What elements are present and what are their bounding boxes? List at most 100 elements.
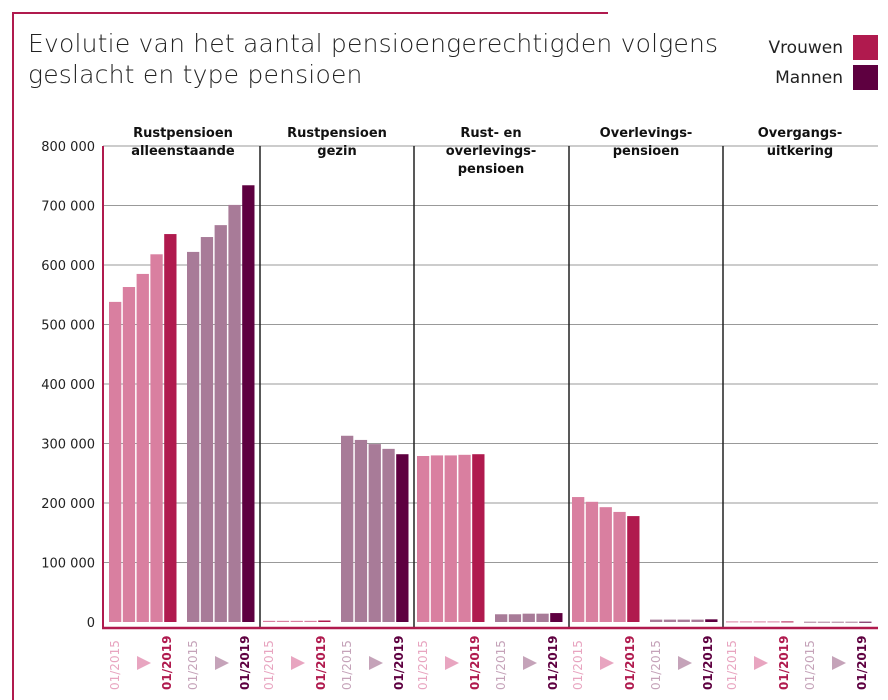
bar-mannen — [214, 225, 227, 622]
bar-mannen — [354, 439, 368, 622]
y-tick-label: 600 000 — [41, 259, 95, 274]
bar-mannen — [508, 614, 522, 622]
bar-mannen — [831, 621, 844, 623]
bar-mannen — [187, 251, 200, 622]
bar-mannen — [691, 619, 704, 622]
legend-item-vrouwen: Vrouwen — [768, 35, 878, 60]
bar-vrouwen — [150, 254, 163, 623]
bar-mannen — [650, 619, 663, 622]
y-tick-label: 200 000 — [41, 497, 95, 512]
category-label: uitkering — [767, 144, 833, 159]
arrow-right-icon — [600, 656, 614, 670]
arrow-right-icon — [678, 656, 692, 670]
bar-mannen — [228, 204, 241, 622]
bar-vrouwen — [572, 497, 585, 622]
category-label: pensioen — [458, 162, 525, 177]
bar-vrouwen — [263, 620, 276, 622]
bar-vrouwen — [136, 273, 149, 622]
bar-vrouwen — [417, 455, 430, 622]
x-tick-label-end: 01/2019 — [777, 636, 791, 690]
arrow-right-icon — [215, 656, 229, 670]
bar-mannen — [817, 621, 831, 623]
x-tick-label-start: 01/2015 — [494, 640, 508, 690]
chart-title-line-1: Evolutie van het aantal pensioengerechti… — [28, 29, 719, 58]
bar-vrouwen — [739, 621, 753, 623]
bar-mannen — [550, 613, 563, 622]
x-tick-label-end: 01/2019 — [468, 636, 482, 690]
x-tick-label-start: 01/2015 — [108, 640, 122, 690]
bar-vrouwen — [122, 287, 136, 622]
y-tick-label: 800 000 — [41, 140, 95, 155]
bar-mannen — [705, 619, 718, 622]
arrow-right-icon — [754, 656, 768, 670]
legend-label-vrouwen: Vrouwen — [768, 37, 843, 58]
category-label: gezin — [317, 144, 356, 159]
category-label: Overlevings- — [600, 126, 693, 141]
x-tick-label-start: 01/2015 — [649, 640, 663, 690]
bar-vrouwen — [276, 620, 290, 622]
bar-vrouwen — [304, 620, 317, 622]
category-label: overlevings- — [446, 144, 537, 159]
bar-vrouwen — [613, 511, 626, 622]
x-tick-label-end: 01/2019 — [314, 636, 328, 690]
y-tick-label: 100 000 — [41, 557, 95, 572]
bar-vrouwen — [781, 621, 794, 623]
bar-vrouwen — [458, 454, 471, 622]
category-label: pensioen — [613, 144, 680, 159]
x-tick-label-start: 01/2015 — [340, 640, 354, 690]
bar-vrouwen — [599, 507, 612, 622]
arrow-right-icon — [137, 656, 151, 670]
bar-vrouwen — [585, 501, 599, 622]
y-tick-label: 300 000 — [41, 438, 95, 453]
bar-mannen — [341, 435, 354, 622]
x-tick-label-end: 01/2019 — [623, 636, 637, 690]
legend-item-mannen: Mannen — [775, 65, 878, 90]
legend-swatch-mannen — [853, 65, 878, 90]
x-tick-label-end: 01/2019 — [160, 636, 174, 690]
bar-mannen — [382, 448, 395, 622]
arrow-right-icon — [523, 656, 537, 670]
x-tick-label-start: 01/2015 — [803, 640, 817, 690]
bar-mannen — [859, 621, 872, 623]
arrow-right-icon — [291, 656, 305, 670]
chart-title: Evolutie van het aantal pensioengerechti… — [28, 28, 718, 90]
bar-mannen — [536, 613, 549, 622]
x-tick-label-end: 01/2019 — [546, 636, 560, 690]
bar-mannen — [845, 621, 858, 623]
y-tick-label: 0 — [87, 616, 95, 631]
x-tick-label-start: 01/2015 — [416, 640, 430, 690]
bar-mannen — [396, 454, 409, 622]
bar-vrouwen — [444, 455, 457, 622]
bar-vrouwen — [726, 621, 739, 623]
bar-mannen — [200, 237, 214, 622]
x-tick-label-end: 01/2019 — [855, 636, 869, 690]
bar-vrouwen — [290, 620, 303, 622]
y-tick-label: 500 000 — [41, 319, 95, 334]
bar-mannen — [242, 185, 255, 622]
x-tick-label-start: 01/2015 — [725, 640, 739, 690]
bar-vrouwen — [109, 301, 122, 622]
y-tick-label: 400 000 — [41, 378, 95, 393]
arrow-right-icon — [369, 656, 383, 670]
category-label: alleenstaande — [131, 144, 235, 159]
bar-mannen — [495, 614, 508, 622]
bar-mannen — [368, 444, 381, 622]
legend-swatch-vrouwen — [853, 35, 878, 60]
bar-vrouwen — [627, 516, 640, 622]
y-tick-label: 700 000 — [41, 200, 95, 215]
legend-label-mannen: Mannen — [775, 67, 843, 88]
bar-mannen — [677, 619, 690, 622]
x-tick-label-start: 01/2015 — [186, 640, 200, 690]
bar-vrouwen — [430, 455, 444, 622]
category-label: Rust- en — [460, 126, 521, 141]
bar-vrouwen — [472, 454, 485, 622]
x-tick-label-start: 01/2015 — [262, 640, 276, 690]
x-tick-label-end: 01/2019 — [238, 636, 252, 690]
category-label: Rustpensioen — [287, 126, 387, 141]
bar-vrouwen — [767, 621, 780, 623]
bar-mannen — [804, 621, 817, 623]
bar-vrouwen — [753, 621, 766, 623]
arrow-right-icon — [832, 656, 846, 670]
